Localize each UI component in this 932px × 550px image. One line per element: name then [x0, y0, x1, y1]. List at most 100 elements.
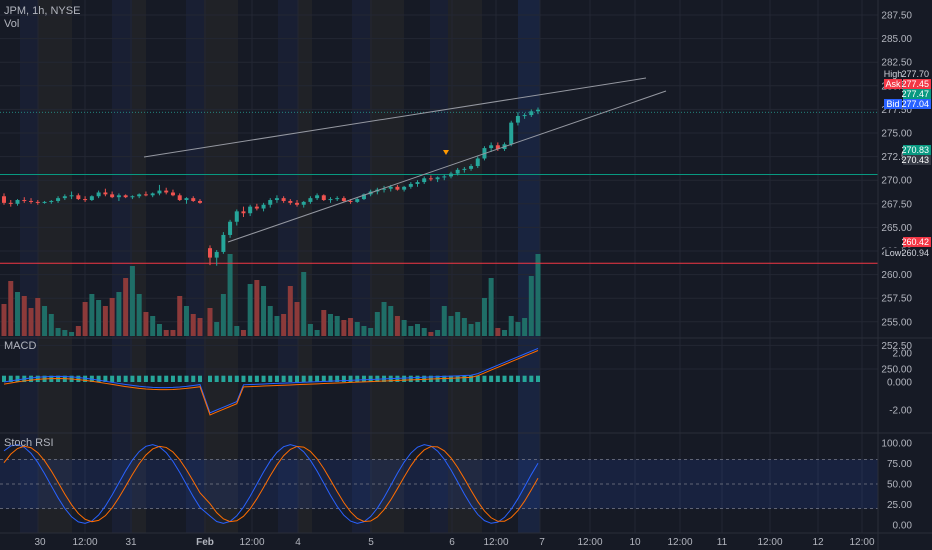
rsi-tick: 0.00: [893, 521, 913, 532]
volume-bar: [348, 318, 354, 336]
volume-bar: [177, 296, 183, 336]
candle: [89, 195, 94, 201]
volume-bar: [327, 314, 333, 336]
svg-text:277.04: 277.04: [901, 99, 929, 109]
macd-histogram-bar: [502, 375, 507, 382]
macd-line: [3, 347, 539, 414]
price-tag: Low 260.94: [884, 248, 931, 258]
macd-histogram-bar: [402, 375, 407, 382]
volume-bar: [274, 316, 280, 336]
candle: [157, 184, 162, 196]
candle: [515, 112, 520, 126]
symbol-title[interactable]: JPM, 1h, NYSE: [4, 5, 80, 17]
macd-histogram-bar: [234, 375, 239, 382]
macd-pane: [2, 347, 540, 416]
candle: [355, 198, 360, 203]
macd-histogram-bar: [489, 375, 494, 382]
macd-histogram-bar: [274, 375, 279, 382]
candle: [295, 200, 300, 207]
price-tag: 277.47: [901, 89, 931, 99]
stoch-rsi-pane: [0, 444, 878, 524]
chart-grid: [0, 0, 878, 533]
time-label: Feb: [196, 537, 214, 548]
price-tick: 285.00: [881, 34, 912, 45]
macd-histogram-bar: [254, 375, 259, 382]
volume-bar: [1, 304, 7, 336]
candle: [83, 196, 88, 202]
macd-histogram-bar: [103, 375, 108, 382]
candle: [422, 176, 427, 184]
volume-bar: [435, 330, 441, 336]
price-tick: 267.50: [881, 199, 912, 210]
candle: [522, 113, 527, 119]
volume-bar: [281, 314, 287, 336]
volume-bar: [515, 322, 521, 336]
session-band: [448, 0, 482, 533]
macd-histogram-bar: [35, 375, 40, 382]
volume-bar: [15, 292, 21, 336]
volume-bar: [301, 272, 307, 336]
candle: [509, 120, 514, 147]
volume-bar: [102, 306, 108, 336]
candle: [281, 196, 286, 203]
lower-trendline[interactable]: [227, 90, 667, 243]
svg-text:260.42: 260.42: [901, 237, 929, 247]
macd-histogram-bar: [288, 375, 293, 382]
volume-bar: [69, 332, 75, 336]
candle: [301, 200, 306, 208]
volume-bar: [461, 318, 467, 336]
time-label: 12:00: [577, 537, 602, 548]
macd-histogram-bar: [361, 375, 366, 382]
candle: [462, 166, 467, 173]
session-band: [186, 0, 204, 533]
volume-bar: [247, 284, 253, 336]
signal-marker-icon: [443, 150, 449, 155]
macd-histogram-bar: [150, 375, 155, 382]
price-tick: 255.00: [881, 317, 912, 328]
volume-bar: [129, 266, 135, 336]
stoch-rsi-title[interactable]: Stoch RSI: [4, 437, 54, 449]
volume-bar: [75, 326, 81, 336]
candle: [208, 245, 212, 266]
macd-axis[interactable]: 2.00 0.000 -2.00: [887, 349, 912, 417]
rsi-axis[interactable]: 100.00 75.00 50.00 25.00 0.00: [881, 439, 912, 532]
volume-bar: [150, 316, 156, 336]
volume-bar: [82, 302, 88, 336]
upper-trendline[interactable]: [143, 77, 647, 158]
session-band: [370, 0, 404, 533]
macd-histogram-bar: [268, 375, 273, 382]
volume-label[interactable]: Vol: [4, 18, 19, 30]
time-label: 12:00: [849, 537, 874, 548]
candle: [475, 156, 480, 168]
candle: [254, 203, 259, 211]
macd-histogram-bar: [137, 375, 142, 382]
volume-bar: [214, 322, 220, 336]
volume-bar: [374, 312, 380, 336]
volume-bar: [408, 326, 414, 336]
candle: [395, 184, 400, 191]
macd-histogram-bar: [415, 375, 420, 382]
time-axis[interactable]: 30 12:00 31 Feb 12:00 4 5 6 12:00 7 12:00 10 12:00 11…: [34, 537, 875, 548]
horizontal-lines[interactable]: [0, 111, 878, 264]
volume-bar: [314, 330, 320, 336]
candle: [96, 190, 101, 199]
macd-title[interactable]: MACD: [4, 340, 36, 352]
macd-histogram-bar: [191, 375, 196, 382]
candle: [442, 174, 447, 181]
macd-histogram-bar: [29, 375, 34, 382]
price-axis[interactable]: 287.50285.00282.50280.00277.50275.00272.…: [881, 11, 912, 376]
time-label: 31: [125, 537, 137, 548]
candle: [69, 191, 74, 200]
candle: [361, 193, 366, 201]
candle: [241, 206, 246, 218]
time-label: 12:00: [483, 537, 508, 548]
macd-histogram-bar: [462, 375, 467, 382]
macd-histogram-bar: [157, 375, 162, 382]
candle: [116, 193, 121, 201]
macd-histogram-bar: [198, 375, 202, 382]
svg-text:270.43: 270.43: [901, 155, 929, 165]
wedge-trendlines[interactable]: [143, 77, 667, 243]
candle: [42, 200, 47, 204]
candle: [15, 199, 20, 206]
